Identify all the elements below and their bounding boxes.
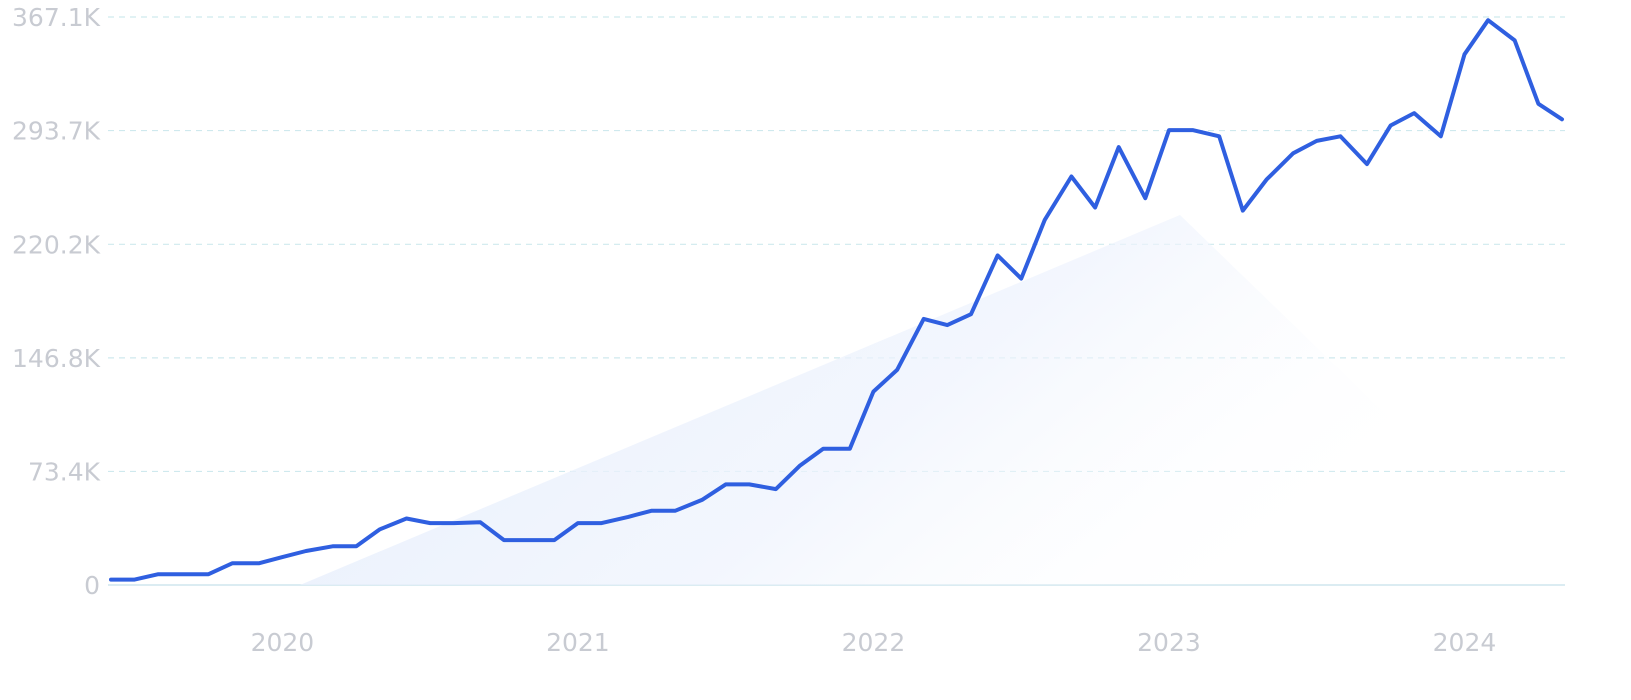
series-line-0 xyxy=(109,18,1564,582)
x-tick-label: 2021 xyxy=(546,628,610,657)
x-tick-label: 2024 xyxy=(1433,628,1497,657)
y-axis-ticks: 0 73.4K 146.8K 220.2K 293.7K 367.1K xyxy=(12,3,101,600)
x-tick-label: 2022 xyxy=(842,628,906,657)
y-tick-label: 220.2K xyxy=(12,230,101,259)
y-tick-label: 0 xyxy=(84,571,100,600)
trend-area xyxy=(300,215,1562,585)
y-tick-label: 367.1K xyxy=(12,3,101,32)
y-tick-label: 293.7K xyxy=(12,117,101,146)
x-tick-label: 2020 xyxy=(251,628,315,657)
line-layer xyxy=(109,18,1564,582)
x-tick-label: 2023 xyxy=(1137,628,1201,657)
y-tick-label: 73.4K xyxy=(28,457,101,486)
area-layer xyxy=(300,215,1562,585)
y-tick-label: 146.8K xyxy=(12,344,101,373)
x-axis-ticks: 2020 2021 2022 2023 2024 xyxy=(251,628,1497,657)
